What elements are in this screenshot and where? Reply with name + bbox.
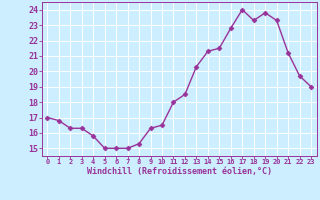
X-axis label: Windchill (Refroidissement éolien,°C): Windchill (Refroidissement éolien,°C) (87, 167, 272, 176)
